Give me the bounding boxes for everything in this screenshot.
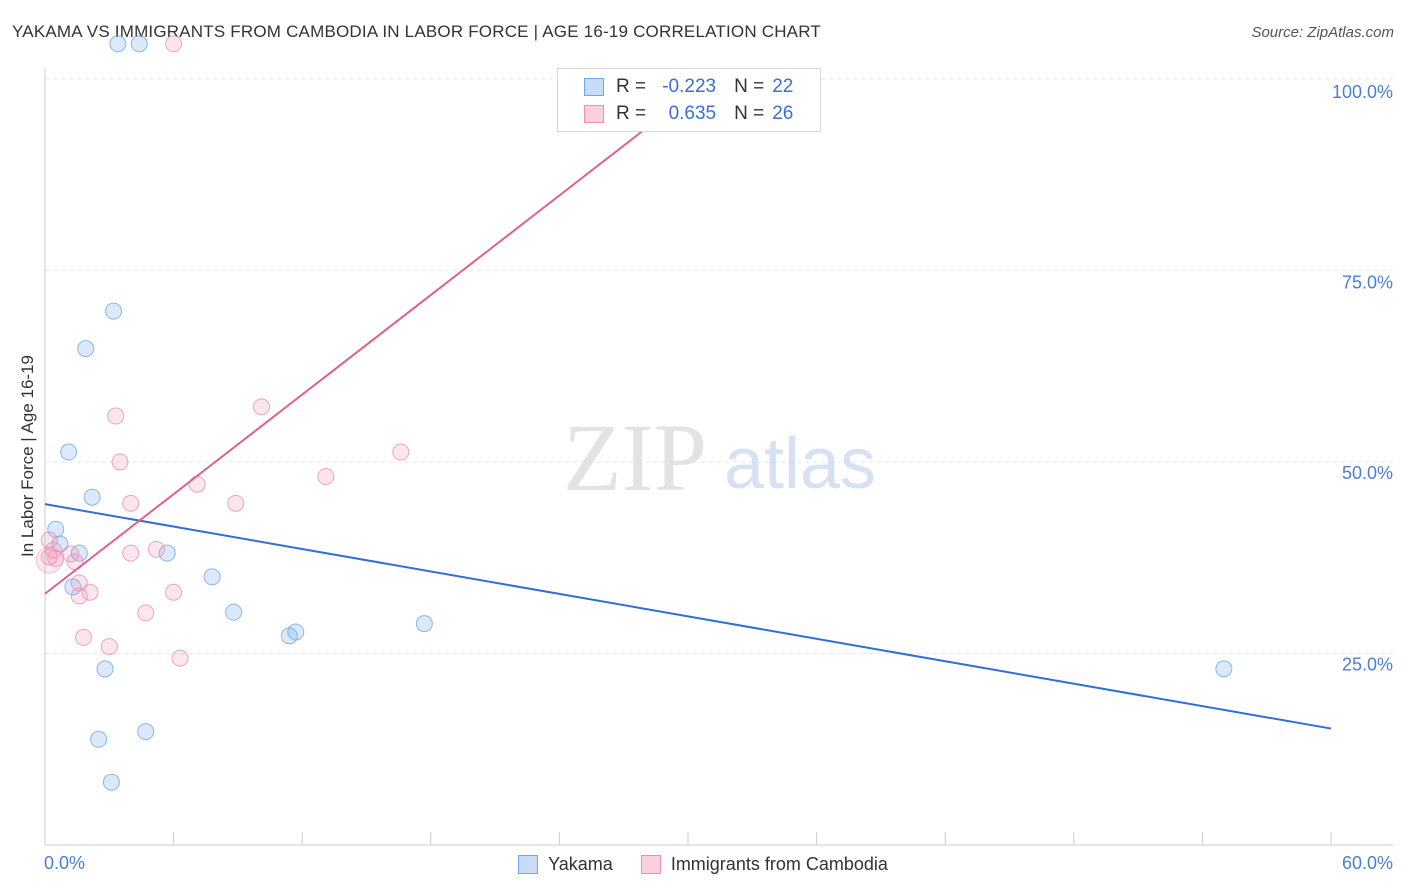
watermark-zip: ZIP [563, 404, 707, 511]
cambodia-point-large [35, 546, 63, 574]
n-value: 22 [772, 76, 794, 97]
stats-swatch-cambodia [584, 105, 604, 123]
yakama-point [109, 35, 127, 53]
watermark-atlas: atlas [724, 424, 876, 504]
cambodia-point [122, 494, 140, 512]
yakama-point [60, 443, 78, 461]
yakama-point [96, 660, 114, 678]
yakama-point [225, 603, 243, 621]
yakama-point [83, 488, 101, 506]
legend-item-cambodia[interactable]: Immigrants from Cambodia [640, 853, 888, 875]
stats-row-cambodia: R = 0.635 N = 26 [584, 102, 793, 126]
x-tick-label-end: 60.0% [1342, 853, 1393, 873]
yakama-point [415, 615, 433, 633]
cambodia-point [40, 548, 58, 566]
cambodia-point [122, 544, 140, 562]
cambodia-point [165, 583, 183, 601]
y-tick-label: 100.0% [1332, 82, 1393, 102]
yakama-point [1215, 660, 1233, 678]
cambodia-point [165, 35, 183, 53]
cambodia-point [70, 587, 88, 605]
yakama-point [158, 544, 176, 562]
yakama-point [203, 568, 221, 586]
n-label: N = [734, 103, 765, 124]
cambodia-point [188, 475, 206, 493]
legend-swatch-cambodia [640, 854, 661, 874]
legend-label-cambodia: Immigrants from Cambodia [670, 853, 888, 874]
yakama-point [90, 730, 108, 748]
n-label: N = [734, 76, 765, 97]
cambodia-point [107, 407, 125, 425]
yakama-point [70, 544, 88, 562]
cambodia-point [100, 638, 118, 656]
source-label: Source: ZipAtlas.com [1251, 24, 1394, 41]
stats-box: R = -0.223 N = 22 R = 0.635 N = 26 [557, 68, 821, 132]
yakama-point [102, 773, 120, 791]
cambodia-point [252, 398, 270, 416]
cambodia-point [171, 649, 189, 667]
yakama-point [77, 340, 95, 358]
legend-label-yakama: Yakama [548, 853, 613, 874]
yakama-point [130, 35, 148, 53]
n-value: 26 [772, 103, 794, 124]
cambodia-point [81, 583, 99, 601]
cambodia-point [137, 604, 155, 622]
chart-title: YAKAMA VS IMMIGRANTS FROM CAMBODIA IN LA… [12, 22, 821, 41]
y-tick-label: 50.0% [1342, 463, 1393, 483]
yakama-point [137, 723, 155, 741]
r-value: -0.223 [662, 76, 717, 97]
legend-item-yakama[interactable]: Yakama [518, 854, 613, 875]
y-tick-label: 75.0% [1342, 273, 1393, 293]
r-value: 0.635 [668, 103, 717, 124]
cambodia-point [75, 628, 93, 646]
cambodia-trend-line [44, 95, 689, 595]
yakama-point [287, 623, 305, 641]
legend: Yakama Immigrants from Cambodia [0, 852, 1406, 876]
cambodia-point [317, 468, 335, 486]
cambodia-point [227, 494, 245, 512]
x-tick-label-start: 0.0% [44, 853, 85, 873]
yakama-trend-line [44, 503, 1332, 730]
cambodia-point [40, 531, 58, 549]
r-label: R = [616, 103, 647, 124]
legend-swatch-yakama [518, 854, 539, 874]
y-tick-label: 25.0% [1342, 655, 1393, 675]
cambodia-point [111, 453, 129, 471]
r-label: R = [616, 76, 647, 97]
cambodia-point [392, 443, 410, 461]
cambodia-point [147, 540, 165, 558]
cambodia-point [47, 550, 65, 568]
stats-swatch-yakama [584, 78, 604, 96]
yakama-point [105, 302, 123, 320]
stats-row-yakama: R = -0.223 N = 22 [584, 75, 793, 99]
